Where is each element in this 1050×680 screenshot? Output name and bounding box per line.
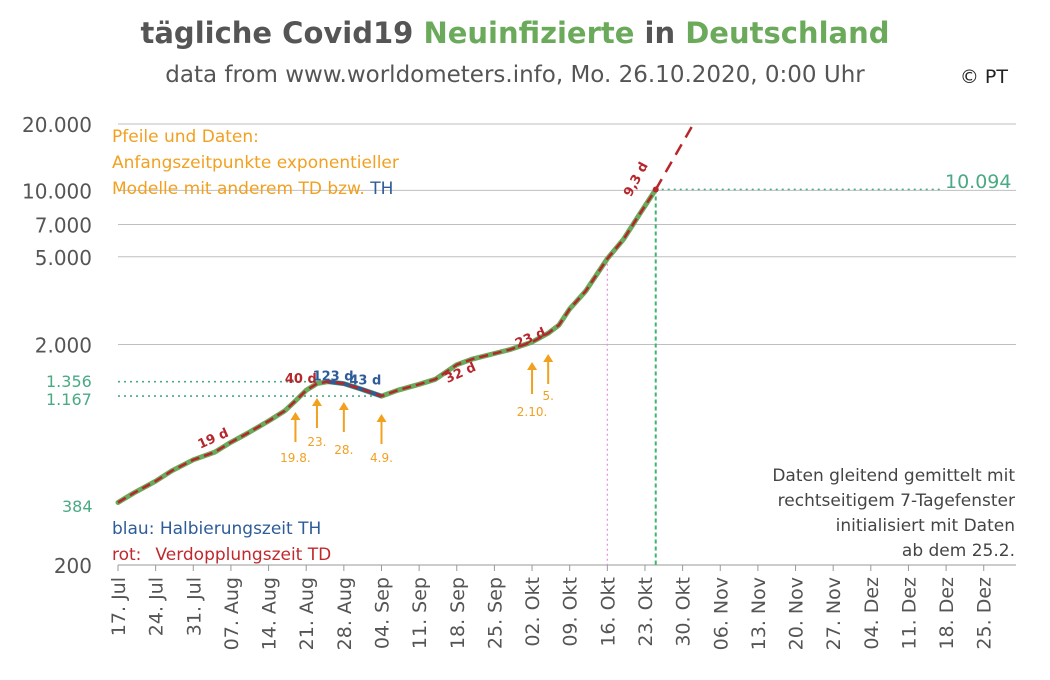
legend-red-label: rot:: [112, 545, 142, 565]
arrows-explanation-line-2: Anfangszeitpunkte exponentieller: [112, 153, 399, 173]
start-arrow-label: 5.: [542, 389, 553, 403]
extrapolation-line: [654, 123, 695, 191]
title-part-1: tägliche Covid19: [140, 16, 424, 50]
start-arrow-label: 2.10.: [517, 405, 548, 419]
rate-annotation: 23 d: [513, 325, 548, 352]
x-tick-label: 27. Nov: [823, 577, 845, 650]
y-tick-label: 5.000: [35, 246, 92, 270]
y-tick-label: 20.000: [22, 113, 92, 137]
chart-subtitle: data from www.worldometers.info, Mo. 26.…: [165, 62, 865, 88]
method-note-line-4: ab dem 25.2.: [901, 541, 1015, 561]
x-tick-label: 23. Okt: [635, 577, 657, 647]
arrows-explanation-line-1: Pfeile und Daten:: [112, 127, 259, 147]
method-note-line-1: Daten gleitend gemittelt mit: [772, 466, 1015, 486]
rate-annotation: 123 d: [313, 370, 354, 385]
legend-blue-text: Halbierungszeit TH: [159, 519, 322, 539]
last-value-label: 10.094: [945, 171, 1012, 193]
arrows-explanation-line-3: Modelle mit anderem TD bzw. TH: [112, 176, 399, 202]
x-tick-label: 11. Sep: [409, 577, 431, 649]
start-value-label: 384: [62, 497, 93, 516]
method-note-line-3: initialisiert mit Daten: [835, 516, 1015, 536]
start-arrow-label: 4.9.: [370, 451, 393, 465]
y-tick-label: 10.000: [22, 179, 92, 203]
start-arrow-head: [338, 402, 349, 410]
title-part-4: Deutschland: [685, 16, 890, 50]
x-tick-label: 17. Jul: [108, 577, 130, 636]
x-tick-label: 30. Okt: [673, 577, 695, 647]
last-point-marker: [652, 186, 659, 193]
title-part-2: Neuinfizierte: [423, 16, 635, 50]
x-tick-label: 06. Nov: [710, 577, 732, 650]
legend-blue-entry: blau: Halbierungszeit TH: [112, 516, 331, 542]
start-arrow-head: [290, 412, 301, 420]
x-tick-label: 09. Okt: [560, 577, 582, 647]
legend: blau: Halbierungszeit TH rot: Verdopplung…: [112, 516, 331, 568]
x-tick-label: 11. Dez: [898, 577, 920, 650]
start-arrow-head: [527, 362, 538, 370]
start-arrow-head: [376, 414, 387, 422]
y-tick-label: 7.000: [35, 214, 92, 238]
start-arrow-head: [543, 354, 554, 362]
chart-title: tägliche Covid19 Neuinfizierte in Deutsc…: [0, 16, 1030, 50]
arrows-explanation-line-3b: TH: [370, 179, 394, 199]
x-tick-label: 18. Sep: [447, 577, 469, 649]
start-arrow-head: [311, 398, 322, 406]
arrows-explanation-line-3a: Modelle mit anderem TD bzw.: [112, 179, 371, 199]
x-tick-label: 21. Aug: [296, 577, 318, 650]
rate-annotation: 43 d: [349, 373, 381, 388]
x-tick-label: 24. Jul: [146, 577, 168, 636]
x-tick-label: 14. Aug: [259, 577, 281, 650]
rate-annotation: 9,3 d: [621, 160, 652, 200]
x-tick-label: 04. Dez: [861, 577, 883, 650]
series-line-red-dashed: [117, 188, 657, 504]
x-tick-label: 16. Okt: [597, 577, 619, 647]
ref-value-1356-label: 1.356: [46, 372, 92, 391]
y-tick-label: 200: [54, 554, 92, 578]
x-tick-label: 04. Sep: [371, 577, 393, 649]
arrows-explanation: Pfeile und Daten: Anfangszeitpunkte expo…: [112, 124, 399, 202]
x-tick-label: 20. Nov: [786, 577, 808, 650]
x-tick-label: 13. Nov: [748, 577, 770, 650]
x-tick-label: 18. Dez: [936, 577, 958, 650]
legend-red-entry: rot: Verdopplungszeit TD: [112, 542, 331, 568]
legend-red-text: Verdopplungszeit TD: [155, 545, 332, 565]
title-part-3: in: [634, 16, 686, 50]
start-arrow-label: 23.: [307, 435, 326, 449]
start-arrow-label: 19.8.: [280, 451, 311, 465]
ref-value-1167-label: 1.167: [46, 390, 92, 409]
start-arrow-label: 28.: [334, 443, 353, 457]
x-tick-label: 07. Aug: [221, 577, 243, 650]
x-tick-label: 31. Jul: [183, 577, 205, 636]
legend-blue-label: blau:: [112, 519, 155, 539]
copyright-text: © PT: [959, 66, 1008, 88]
rate-annotation: 19 d: [196, 426, 231, 453]
x-tick-label: 25. Sep: [484, 577, 506, 649]
rate-annotation: 40 d: [285, 372, 317, 387]
x-tick-label: 02. Okt: [522, 577, 544, 647]
x-tick-label: 28. Aug: [334, 577, 356, 650]
x-tick-label: 25. Dez: [974, 577, 996, 650]
method-note: Daten gleitend gemittelt mit rechtseitig…: [772, 464, 1015, 564]
y-tick-label: 2.000: [35, 334, 92, 358]
method-note-line-2: rechtseitigem 7-Tagefenster: [777, 491, 1015, 511]
